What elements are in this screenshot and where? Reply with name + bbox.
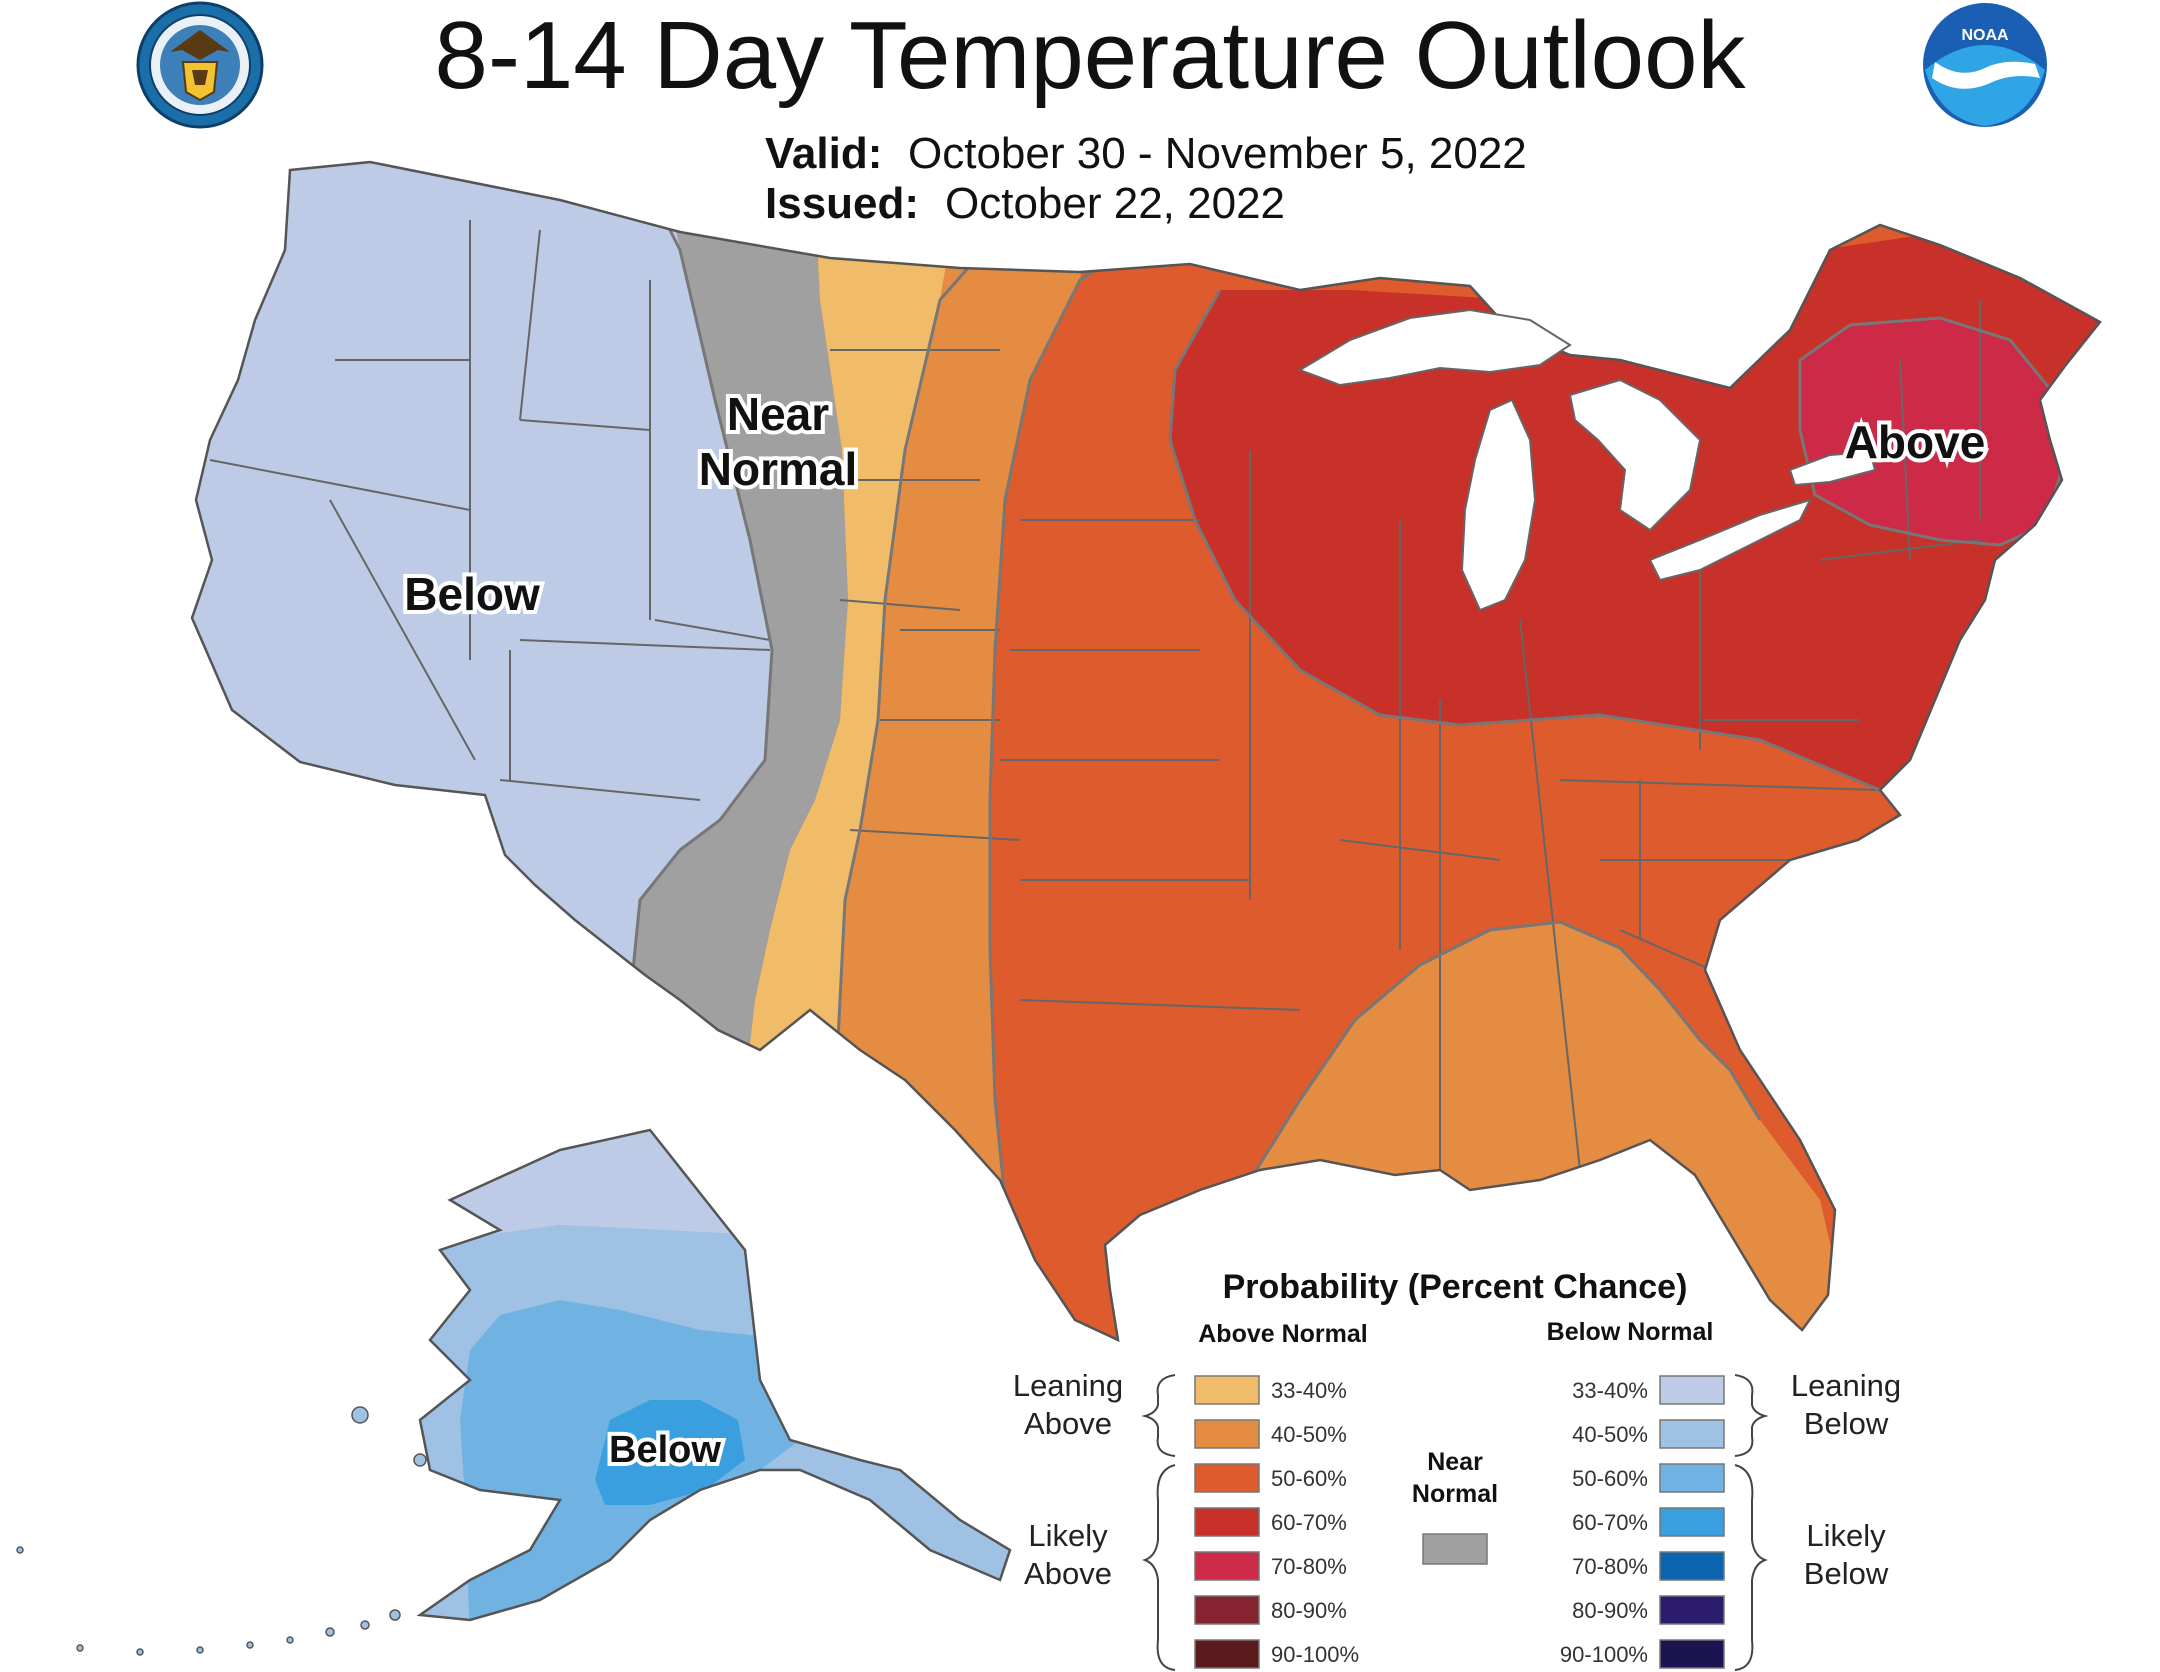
legend-range-above-40-50: 40-50% xyxy=(1271,1422,1347,1447)
legend-near-label-2: Normal xyxy=(1412,1480,1498,1508)
aleutian-islands xyxy=(16,1406,427,1656)
legend-swatch-above-80-90 xyxy=(1194,1595,1260,1625)
legend-leaning-below-2: Below xyxy=(1804,1406,1889,1441)
lake-superior xyxy=(1297,308,1572,387)
issued-label: Issued: xyxy=(765,179,919,228)
legend-range-below-33-40: 33-40% xyxy=(1572,1378,1648,1403)
legend-brace-likely-below xyxy=(1734,1464,1768,1671)
band-above-40-50-west xyxy=(820,162,1110,1340)
legend-above-rows: 33-40% 40-50% 50-60% 60-70% 70-80% 80-90% 90-1… xyxy=(1194,1375,1359,1669)
legend-brace-leaning-below xyxy=(1734,1374,1769,1457)
region-label-above-northeast: Above xyxy=(1845,416,1986,468)
band-near-normal xyxy=(630,162,848,1060)
lake-huron xyxy=(1568,378,1702,532)
conus-bands xyxy=(192,162,2100,1340)
lake-michigan xyxy=(1460,398,1537,612)
alaska-bands xyxy=(420,1130,1010,1620)
band-above-33-40 xyxy=(730,162,975,1200)
conus-outline xyxy=(190,160,2102,1343)
legend-range-above-80-90: 80-90% xyxy=(1271,1598,1347,1623)
legend-swatch-above-70-80 xyxy=(1194,1551,1260,1581)
legend-swatch-below-90-100 xyxy=(1659,1639,1725,1669)
legend-likely-below-1: Likely xyxy=(1806,1518,1886,1553)
legend-range-above-70-80: 70-80% xyxy=(1271,1554,1347,1579)
noaa-logo: NOAA xyxy=(1923,3,2047,127)
legend-above-header: Above Normal xyxy=(1198,1320,1367,1348)
legend-near-swatch xyxy=(1422,1533,1488,1565)
legend-range-above-60-70: 60-70% xyxy=(1271,1510,1347,1535)
legend-range-below-40-50: 40-50% xyxy=(1572,1422,1648,1447)
legend-range-above-50-60: 50-60% xyxy=(1271,1466,1347,1491)
legend-swatch-below-80-90 xyxy=(1659,1595,1725,1625)
region-label-near-normal-1: Near xyxy=(727,388,829,440)
legend-brace-leaning-above xyxy=(1141,1374,1176,1457)
legend-range-above-33-40: 33-40% xyxy=(1271,1378,1347,1403)
ak-band-below-40-50-southeast xyxy=(760,1440,1010,1620)
legend-swatch-above-33-40 xyxy=(1194,1375,1260,1405)
legend-swatch-below-33-40 xyxy=(1659,1375,1725,1405)
legend-leaning-above-1: Leaning xyxy=(1013,1368,1123,1403)
legend-swatch-above-50-60 xyxy=(1194,1463,1260,1493)
valid-value: October 30 - November 5, 2022 xyxy=(908,129,1527,178)
legend-below-rows: 33-40% 40-50% 50-60% 60-70% 70-80% 80-90% 90-1… xyxy=(1560,1375,1725,1669)
commerce-seal-logo xyxy=(136,1,264,129)
legend-swatch-below-60-70 xyxy=(1659,1507,1725,1537)
legend-swatch-below-50-60 xyxy=(1659,1463,1725,1493)
region-label-below-alaska: Below xyxy=(609,1429,721,1471)
legend-swatch-above-40-50 xyxy=(1194,1419,1260,1449)
legend-range-below-80-90: 80-90% xyxy=(1572,1598,1648,1623)
ak-band-below-60-70 xyxy=(595,1400,745,1505)
legend-swatch-above-60-70 xyxy=(1194,1507,1260,1537)
legend-range-above-90-100: 90-100% xyxy=(1271,1642,1359,1667)
legend-brace-likely-above xyxy=(1142,1464,1176,1671)
issued-value: October 22, 2022 xyxy=(945,179,1285,228)
legend-likely-above-1: Likely xyxy=(1028,1518,1108,1553)
lake-ontario xyxy=(1788,450,1877,487)
legend-leaning-above-2: Above xyxy=(1024,1406,1112,1441)
legend-swatch-below-40-50 xyxy=(1659,1419,1725,1449)
map-title: 8-14 Day Temperature Outlook xyxy=(435,2,1747,109)
great-lakes xyxy=(1297,308,1877,612)
legend-title: Probability (Percent Chance) xyxy=(1223,1268,1688,1306)
legend-range-below-50-60: 50-60% xyxy=(1572,1466,1648,1491)
alaska-outline xyxy=(416,1128,1012,1622)
legend-swatch-below-70-80 xyxy=(1659,1551,1725,1581)
region-label-near-normal-2: Normal xyxy=(699,443,857,495)
conus-state-lines xyxy=(209,209,2067,1301)
band-above-70-80 xyxy=(1800,318,2065,545)
region-label-below-west: Below xyxy=(404,568,540,620)
valid-label: Valid: xyxy=(765,129,882,178)
legend-likely-below-2: Below xyxy=(1804,1556,1889,1591)
legend-range-below-90-100: 90-100% xyxy=(1560,1642,1648,1667)
legend-range-below-70-80: 70-80% xyxy=(1572,1554,1648,1579)
legend-likely-above-2: Above xyxy=(1024,1556,1112,1591)
legend-leaning-below-1: Leaning xyxy=(1791,1368,1901,1403)
lake-erie xyxy=(1648,498,1812,582)
legend: Probability (Percent Chance) Above Norma… xyxy=(1013,1268,1901,1671)
noaa-logo-text: NOAA xyxy=(1961,27,2009,44)
legend-swatch-above-90-100 xyxy=(1194,1639,1260,1669)
legend-below-header: Below Normal xyxy=(1547,1318,1714,1346)
legend-near-label-1: Near xyxy=(1427,1448,1483,1476)
legend-range-below-60-70: 60-70% xyxy=(1572,1510,1648,1535)
